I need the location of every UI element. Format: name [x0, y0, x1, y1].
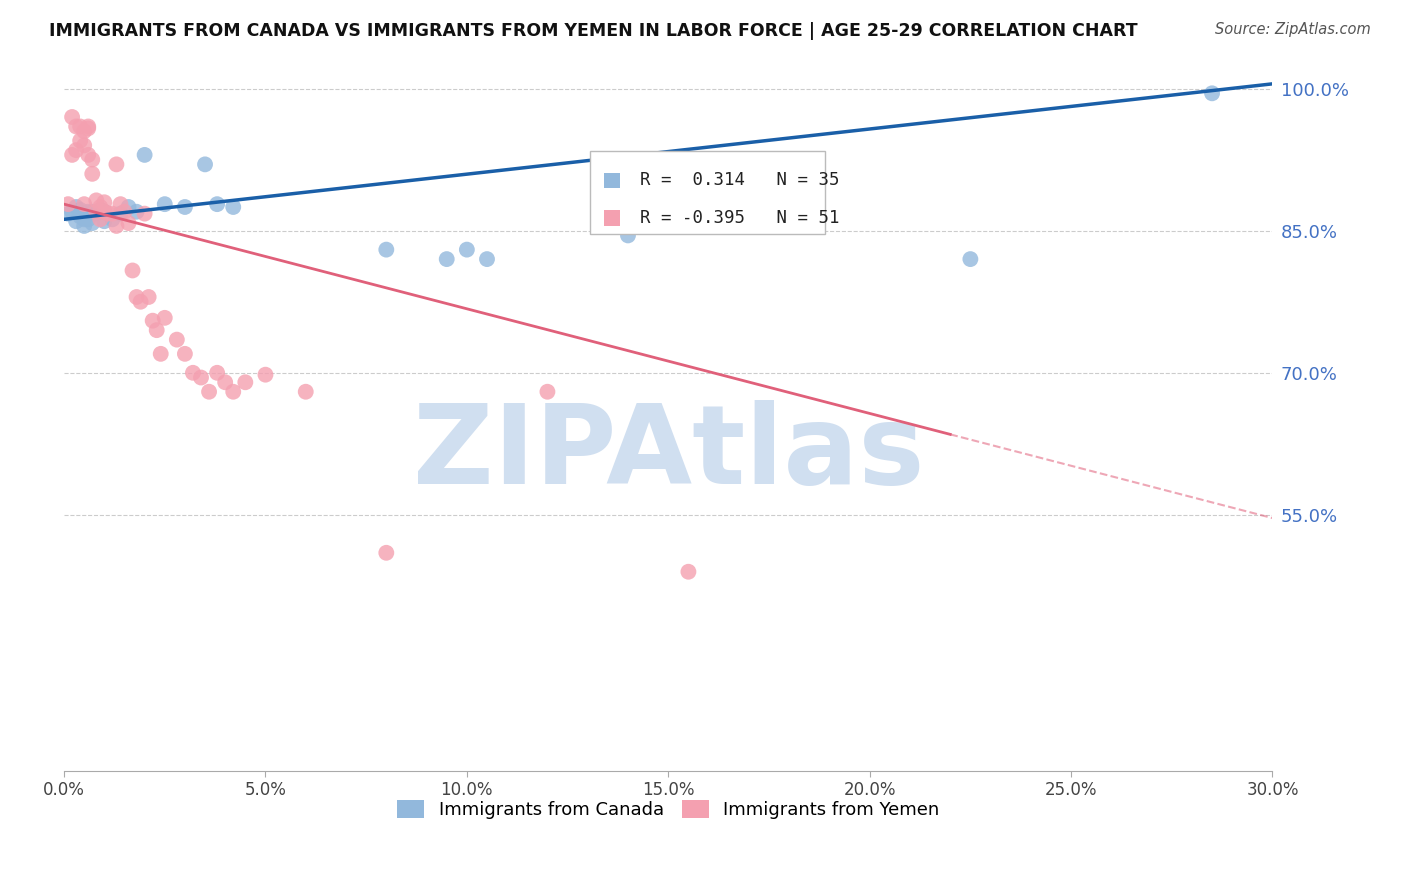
Point — [69, 202, 91, 217]
Point — [194, 157, 217, 171]
Point — [105, 157, 128, 171]
Point — [134, 206, 156, 220]
Point — [375, 546, 398, 560]
Point — [205, 366, 228, 380]
Point — [174, 347, 197, 361]
Point — [149, 347, 172, 361]
Point — [166, 333, 188, 347]
Bar — [605, 172, 620, 188]
FancyBboxPatch shape — [589, 152, 825, 235]
Point — [65, 200, 87, 214]
Point — [190, 370, 212, 384]
Point — [536, 384, 558, 399]
Point — [97, 206, 120, 220]
Point — [145, 323, 167, 337]
Point — [82, 204, 104, 219]
Point — [214, 376, 236, 390]
Point — [93, 204, 115, 219]
Point — [65, 120, 87, 134]
Point — [121, 263, 143, 277]
Point — [117, 200, 139, 214]
Point — [153, 310, 176, 325]
Point — [60, 110, 83, 124]
Point — [93, 214, 115, 228]
Point — [678, 565, 700, 579]
Point — [1201, 87, 1223, 101]
Point — [697, 214, 720, 228]
Point — [73, 138, 96, 153]
Bar — [605, 210, 620, 226]
Point — [456, 243, 478, 257]
Text: Source: ZipAtlas.com: Source: ZipAtlas.com — [1215, 22, 1371, 37]
Point — [60, 204, 83, 219]
Point — [617, 228, 640, 243]
Point — [77, 212, 100, 227]
Point — [181, 366, 204, 380]
Point — [254, 368, 277, 382]
Point — [77, 148, 100, 162]
Point — [77, 121, 100, 136]
Point — [142, 314, 165, 328]
Point — [84, 194, 107, 208]
Point — [110, 206, 132, 220]
Point — [82, 167, 104, 181]
Legend: Immigrants from Canada, Immigrants from Yemen: Immigrants from Canada, Immigrants from … — [389, 793, 946, 827]
Point — [233, 376, 256, 390]
Text: ZIPAtlas: ZIPAtlas — [412, 401, 924, 508]
Point — [82, 216, 104, 230]
Point — [73, 219, 96, 233]
Point — [69, 210, 91, 224]
Point — [110, 197, 132, 211]
Point — [117, 216, 139, 230]
Point — [475, 252, 498, 266]
Point — [125, 204, 148, 219]
Point — [222, 200, 245, 214]
Point — [222, 384, 245, 399]
Point — [73, 212, 96, 227]
Point — [69, 120, 91, 134]
Point — [105, 219, 128, 233]
Point — [56, 206, 79, 220]
Point — [101, 212, 124, 227]
Point — [436, 252, 458, 266]
Point — [56, 197, 79, 211]
Text: R = -0.395   N = 51: R = -0.395 N = 51 — [641, 209, 839, 227]
Point — [205, 197, 228, 211]
Point — [89, 202, 111, 217]
Point — [65, 143, 87, 157]
Point — [89, 200, 111, 214]
Point — [799, 210, 821, 224]
Point — [73, 124, 96, 138]
Text: R =  0.314   N = 35: R = 0.314 N = 35 — [641, 171, 839, 189]
Point — [294, 384, 316, 399]
Point — [69, 134, 91, 148]
Point — [65, 214, 87, 228]
Point — [93, 195, 115, 210]
Point — [60, 148, 83, 162]
Point — [198, 384, 221, 399]
Point — [153, 197, 176, 211]
Point — [89, 212, 111, 227]
Point — [174, 200, 197, 214]
Point — [73, 197, 96, 211]
Point — [84, 204, 107, 219]
Point — [82, 153, 104, 167]
Point — [138, 290, 160, 304]
Point — [134, 148, 156, 162]
Point — [114, 204, 136, 219]
Point — [125, 290, 148, 304]
Point — [959, 252, 981, 266]
Point — [129, 294, 152, 309]
Point — [93, 204, 115, 219]
Point — [375, 243, 398, 257]
Point — [77, 120, 100, 134]
Text: IMMIGRANTS FROM CANADA VS IMMIGRANTS FROM YEMEN IN LABOR FORCE | AGE 25-29 CORRE: IMMIGRANTS FROM CANADA VS IMMIGRANTS FRO… — [49, 22, 1137, 40]
Point — [84, 206, 107, 220]
Point — [77, 204, 100, 219]
Point — [101, 206, 124, 220]
